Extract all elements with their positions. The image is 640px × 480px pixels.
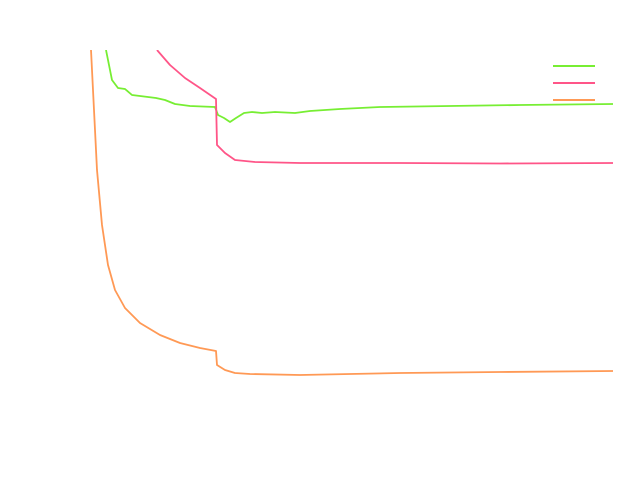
series-line-2 bbox=[156, 50, 614, 165]
series-lines bbox=[90, 50, 614, 376]
series-line-1 bbox=[105, 50, 614, 123]
series-line-3 bbox=[90, 50, 614, 376]
legend bbox=[553, 65, 595, 101]
